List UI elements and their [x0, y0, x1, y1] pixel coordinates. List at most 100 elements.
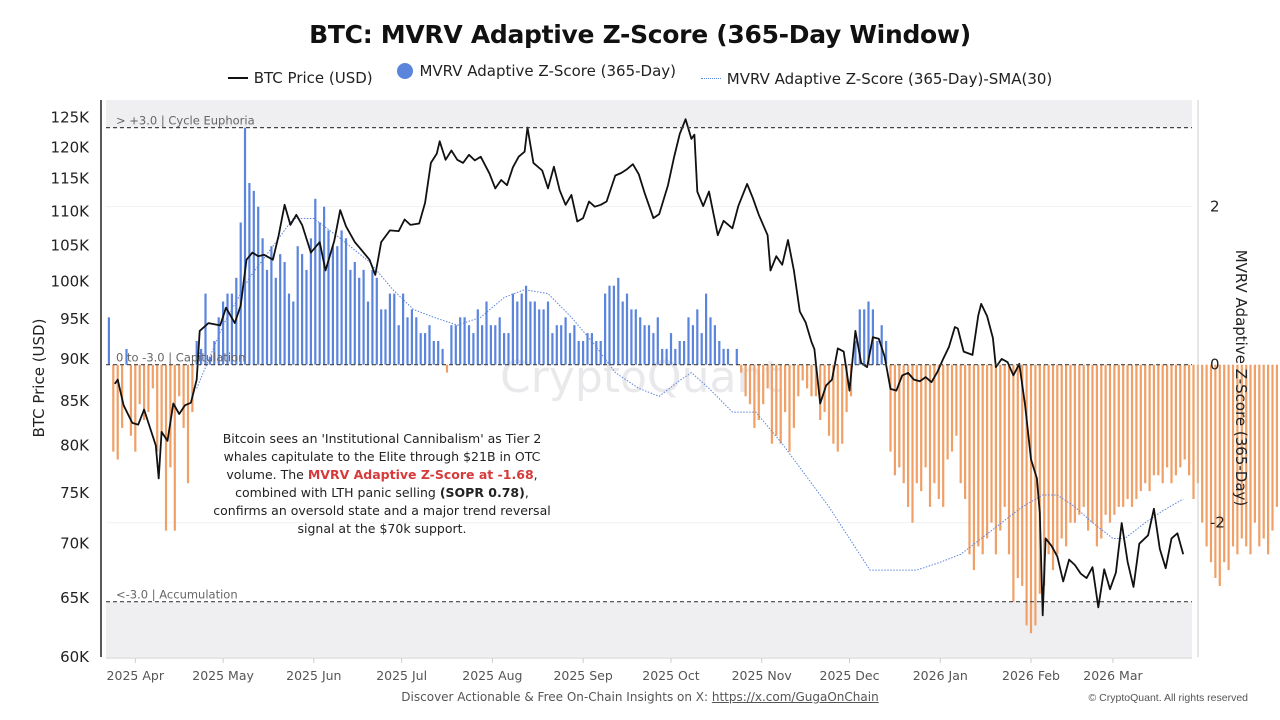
zscore-bar-negative — [946, 364, 949, 460]
zscore-bar-positive — [305, 269, 308, 365]
zscore-bar-negative — [1240, 364, 1243, 539]
zscore-bar-positive — [647, 325, 651, 365]
zscore-bar-positive — [735, 348, 738, 365]
zscore-bar-negative — [1174, 364, 1177, 476]
zscore-bar-negative — [1209, 364, 1213, 563]
zscore-bar-positive — [525, 285, 528, 365]
legend: BTC Price (USD) MVRV Adaptive Z-Score (3… — [0, 62, 1280, 88]
zscore-bar-negative — [1100, 364, 1103, 539]
zscore-bar-positive — [292, 301, 295, 365]
x-tick-label: 2025 Nov — [732, 668, 793, 683]
zscore-bar-positive — [327, 230, 330, 365]
zscore-bar-positive — [257, 206, 260, 365]
zscore-bar-positive — [270, 246, 273, 365]
x-tick-label: 2025 Jun — [286, 668, 341, 683]
zscore-bar-negative — [841, 364, 844, 444]
zscore-bar-positive — [533, 301, 536, 365]
x-tick-label: 2025 Dec — [820, 668, 880, 683]
zscore-bar-negative — [1130, 364, 1134, 507]
zscore-bar-positive — [287, 293, 291, 365]
footer-link[interactable]: https://x.com/GugaOnChain — [711, 690, 879, 704]
zscore-bar-positive — [393, 293, 396, 365]
zscore-bar-positive — [722, 348, 725, 365]
zscore-bar-positive — [243, 127, 247, 365]
zscore-bar-negative — [950, 364, 954, 452]
zscore-bar-negative — [1082, 364, 1085, 507]
zscore-bar-positive — [494, 325, 497, 365]
zscore-bar-negative — [1034, 364, 1037, 626]
price-line — [114, 118, 1185, 617]
zscore-bar-positive — [639, 317, 642, 365]
zscore-bar-positive — [397, 325, 400, 365]
zscore-bar-positive — [463, 317, 466, 365]
right-tick-label: 0 — [1210, 356, 1220, 374]
zscore-bar-negative — [1038, 364, 1041, 594]
zscore-bar-positive — [713, 325, 716, 365]
zscore-bar-positive — [476, 309, 479, 365]
left-tick-label: 90K — [60, 350, 90, 368]
x-tick-label: 2025 Aug — [462, 668, 522, 683]
zscore-bar-negative — [1108, 364, 1112, 523]
zscore-bar-negative — [1113, 364, 1116, 515]
zscore-bar-negative — [1007, 364, 1011, 555]
zscore-bar-positive — [402, 293, 405, 365]
zscore-bar-negative — [1126, 364, 1129, 499]
zscore-bar-positive — [564, 317, 567, 365]
zscore-bar-positive — [538, 309, 541, 365]
x-tick-label: 2025 Jul — [376, 668, 427, 683]
zscore-bar-negative — [129, 364, 132, 436]
right-tick-label: 2 — [1210, 198, 1220, 216]
zscore-bar-positive — [204, 293, 207, 365]
zscore-bar-negative — [836, 364, 839, 452]
zscore-bar-positive — [428, 325, 431, 365]
x-tick-label: 2026 Feb — [1002, 668, 1060, 683]
zscore-bar-positive — [261, 238, 264, 365]
zscore-bar-negative — [972, 364, 975, 571]
zscore-bar-negative — [898, 364, 901, 468]
band-label: > +3.0 | Cycle Euphoria — [116, 114, 255, 128]
legend-item-zscore[interactable]: MVRV Adaptive Z-Score (365-Day) — [397, 62, 676, 80]
zscore-bar-negative — [907, 364, 910, 507]
zscore-bar-negative — [151, 364, 154, 389]
zscore-bar-negative — [1087, 364, 1090, 531]
zscore-bar-negative — [981, 364, 984, 555]
zscore-bar-positive — [560, 325, 563, 365]
zscore-bar-negative — [1078, 364, 1081, 515]
zscore-bars — [107, 127, 1278, 634]
zscore-bar-negative — [1271, 364, 1274, 531]
zscore-bar-positive — [718, 341, 721, 365]
zscore-bar-negative — [990, 364, 993, 523]
zscore-bar-negative — [788, 364, 791, 452]
zscore-bar-negative — [797, 364, 800, 397]
zscore-bar-positive — [380, 309, 383, 365]
dot-swatch-icon — [397, 63, 414, 79]
zscore-bar-positive — [555, 325, 558, 365]
legend-item-price[interactable]: BTC Price (USD) — [227, 69, 373, 87]
zscore-bar-negative — [112, 364, 115, 452]
chart-title: BTC: MVRV Adaptive Z-Score (365-Day Wind… — [309, 20, 971, 49]
zscore-bar-negative — [1170, 364, 1173, 484]
left-tick-label: 125K — [51, 108, 91, 126]
zscore-bar-positive — [542, 309, 545, 365]
zscore-bar-positive — [867, 301, 870, 365]
zscore-bar-positive — [683, 341, 686, 365]
zscore-bar-negative — [902, 364, 905, 484]
zscore-bar-positive — [217, 317, 220, 365]
zscore-bar-positive — [371, 269, 374, 365]
zscore-bar-negative — [1152, 364, 1155, 476]
zscore-bar-positive — [200, 348, 203, 365]
zscore-bar-positive — [661, 348, 664, 365]
x-tick-label: 2025 Sep — [553, 668, 612, 683]
zscore-bar-positive — [705, 293, 708, 365]
zscore-bar-positive — [230, 293, 233, 365]
band-layer — [106, 100, 1192, 657]
zscore-bar-positive — [625, 293, 629, 365]
zscore-bar-positive — [608, 285, 611, 365]
legend-item-sma[interactable]: MVRV Adaptive Z-Score (365-Day)-SMA(30) — [700, 70, 1052, 88]
zscore-bar-negative — [1065, 364, 1068, 547]
zscore-bar-negative — [1262, 364, 1265, 539]
zscore-bar-positive — [485, 301, 488, 365]
zscore-bar-negative — [1245, 364, 1248, 547]
zscore-bar-negative — [915, 364, 918, 484]
zscore-bar-negative — [1227, 364, 1230, 571]
